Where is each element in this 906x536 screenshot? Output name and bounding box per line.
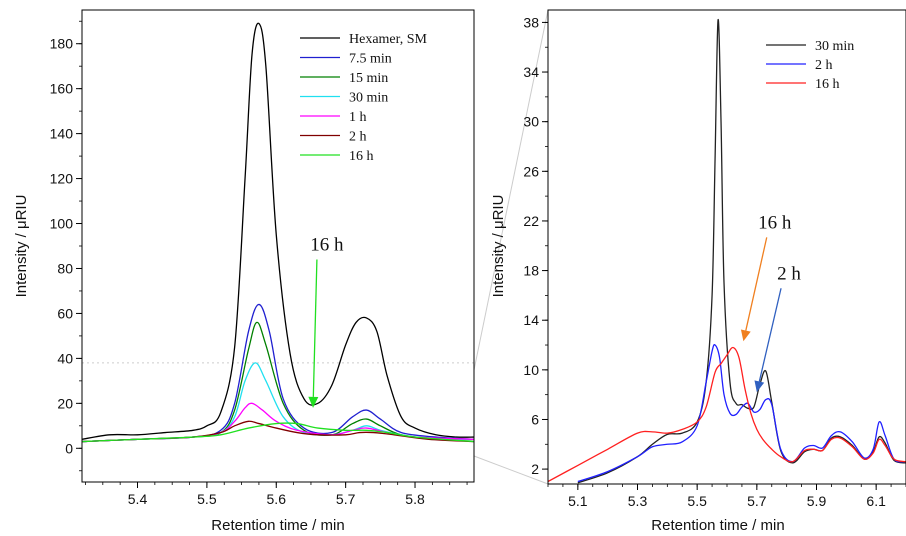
legend-label: 2 h (349, 130, 367, 145)
y-tick-label: 80 (57, 260, 73, 276)
y-tick-label: 26 (523, 163, 539, 179)
legend-label: 16 h (349, 149, 374, 164)
y-tick-label: 0 (65, 440, 73, 456)
x-tick-label: 5.8 (405, 491, 425, 507)
right-x-axis-label: Retention time / min (651, 517, 784, 534)
right-series-line-1 (577, 344, 906, 483)
annotation-arrow-line (758, 288, 782, 382)
legend-label: 7.5 min (349, 52, 392, 67)
annotation-arrow-line (312, 259, 318, 397)
y-tick-label: 120 (50, 171, 74, 187)
x-tick-label: 5.4 (128, 491, 148, 507)
zoom-guide-bottom (473, 455, 549, 485)
left-series-line-0 (82, 22, 474, 440)
y-tick-label: 100 (50, 216, 74, 232)
left-x-axis-label: Retention time / min (211, 517, 344, 534)
legend-label: 16 h (815, 77, 840, 92)
y-tick-label: 40 (57, 350, 73, 366)
y-tick-label: 60 (57, 305, 73, 321)
y-tick-label: 34 (523, 64, 539, 80)
annotation-arrow-head (754, 380, 765, 393)
right-plot-frame (547, 9, 906, 485)
y-tick-label: 18 (523, 263, 539, 279)
y-tick-label: 180 (50, 36, 74, 52)
zoom-guide-top (473, 9, 549, 371)
right-series-line-2 (548, 346, 906, 483)
x-tick-label: 6.1 (866, 493, 886, 509)
annotation-label: 2 h (777, 263, 801, 284)
x-tick-label: 5.6 (267, 491, 287, 507)
x-tick-label: 5.3 (628, 493, 648, 509)
left-series-line-6 (82, 422, 474, 443)
legend-label: 15 min (349, 71, 388, 86)
annotation-label: 16 h (758, 212, 792, 233)
x-tick-label: 5.5 (687, 493, 707, 509)
left-chart: 5.4 5.5 5.6 5.7 5.8 0 20 40 60 80 100 120 140 160 180… (13, 9, 475, 534)
x-tick-label: 5.5 (197, 491, 217, 507)
y-tick-label: 30 (523, 114, 539, 130)
x-tick-label: 5.7 (336, 491, 356, 507)
annotation-arrow-line (745, 237, 768, 331)
right-y-axis-label: Intensity / μRIU (490, 195, 507, 298)
y-tick-label: 38 (523, 14, 539, 30)
annotation-arrow-head (740, 329, 751, 342)
x-tick-label: 5.1 (568, 493, 588, 509)
y-tick-label: 20 (57, 395, 73, 411)
x-tick-label: 5.7 (747, 493, 767, 509)
legend-label: 1 h (349, 110, 367, 125)
x-tick-label: 5.9 (807, 493, 827, 509)
y-tick-label: 2 (531, 461, 539, 477)
right-series-line-0 (577, 19, 906, 484)
y-tick-label: 10 (523, 362, 539, 378)
annotation-label: 16 h (310, 234, 344, 255)
right-legend: 30 min 2 h 16 h (766, 39, 854, 92)
left-y-axis-label: Intensity / μRIU (13, 195, 30, 298)
legend-label: 30 min (815, 39, 854, 54)
y-tick-label: 160 (50, 81, 74, 97)
left-plot-frame (81, 9, 475, 483)
y-tick-label: 22 (523, 213, 539, 229)
left-series-line-5 (82, 420, 474, 443)
legend-label: 30 min (349, 91, 388, 106)
y-tick-label: 140 (50, 126, 74, 142)
left-legend: Hexamer, SM 7.5 min 15 min 30 min 1 h 2 h 16 h (300, 32, 428, 164)
y-tick-label: 14 (523, 312, 539, 328)
annotation-arrow-head (308, 396, 319, 408)
legend-label: Hexamer, SM (349, 32, 428, 47)
legend-label: 2 h (815, 58, 833, 73)
left-series-line-1 (82, 303, 474, 443)
y-tick-label: 6 (531, 411, 539, 427)
